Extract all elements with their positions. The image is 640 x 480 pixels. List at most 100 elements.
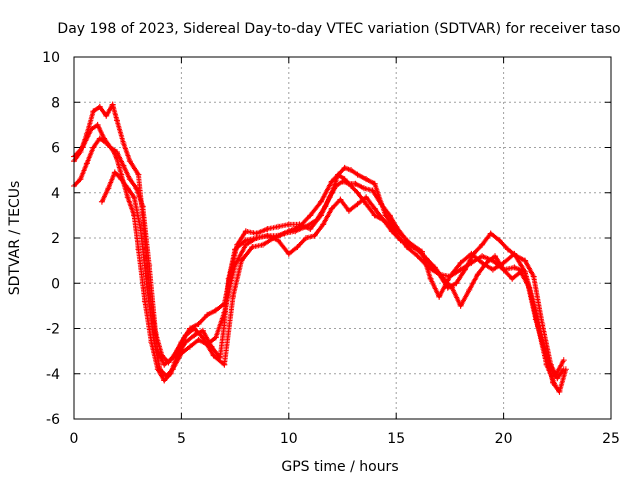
data-point (264, 225, 271, 232)
data-point (124, 185, 131, 192)
data-point (242, 241, 249, 248)
ticks (73, 56, 612, 420)
data-point (174, 348, 181, 355)
data-point (552, 382, 559, 389)
data-point (210, 352, 217, 359)
data-point (118, 176, 125, 183)
data-point (397, 237, 404, 244)
data-point (530, 273, 537, 280)
data-point (363, 194, 370, 201)
data-point (90, 108, 97, 115)
data-point (285, 250, 292, 257)
data-point (204, 311, 211, 318)
data-point (281, 230, 288, 237)
data-point (131, 194, 138, 201)
x-tick-label: 20 (495, 431, 513, 447)
data-point (414, 246, 421, 253)
data-point (534, 323, 541, 330)
data-point (436, 293, 443, 300)
data-point (221, 361, 228, 368)
data-point (468, 250, 475, 257)
data-point (414, 253, 421, 260)
data-point (483, 259, 490, 266)
data-point (371, 212, 378, 219)
data-point (77, 176, 84, 183)
x-tick-label: 25 (602, 431, 620, 447)
data-point (339, 178, 346, 185)
data-point (275, 237, 282, 244)
data-point (335, 171, 342, 178)
data-point (509, 275, 516, 282)
data-point (345, 180, 352, 187)
y-axis-label: SDTVAR / TECUs (7, 181, 23, 296)
data-point (98, 198, 105, 205)
data-point (83, 160, 90, 167)
data-point (96, 103, 103, 110)
data-point (133, 185, 140, 192)
data-point (139, 203, 146, 210)
data-point (126, 176, 133, 183)
data-point (260, 241, 267, 248)
data-point (427, 275, 434, 282)
data-point (496, 237, 503, 244)
data-point (526, 284, 533, 291)
x-tick-label: 0 (70, 431, 79, 447)
data-point (388, 228, 395, 235)
data-point (232, 262, 239, 269)
data-point (178, 350, 185, 357)
data-point (186, 343, 193, 350)
tick-labels: 0 5 10 15 20 25 -6 -4 -2 0 2 4 6 8 10 (42, 50, 620, 447)
data-point (360, 185, 367, 192)
data-point (489, 266, 496, 273)
data-point (539, 320, 546, 327)
data-point (393, 225, 400, 232)
data-point (354, 201, 361, 208)
data-points (71, 101, 569, 395)
series-trace-4 (98, 169, 559, 389)
data-point (380, 216, 387, 223)
data-point (212, 307, 219, 314)
data-point (311, 232, 318, 239)
data-point (221, 309, 228, 316)
data-point (94, 121, 101, 128)
data-point (199, 334, 206, 341)
data-point (126, 158, 133, 165)
data-point (90, 144, 97, 151)
data-point (113, 117, 120, 124)
data-point (195, 336, 202, 343)
y-tick-label: 6 (51, 141, 60, 157)
data-point (337, 196, 344, 203)
data-point (199, 327, 206, 334)
data-point (105, 185, 112, 192)
data-point (111, 169, 118, 176)
data-point (113, 149, 120, 156)
data-point (88, 126, 95, 133)
y-tick-label: -2 (46, 322, 60, 338)
data-point (556, 388, 563, 395)
data-point (292, 228, 299, 235)
data-point (511, 250, 518, 257)
data-point (150, 334, 157, 341)
data-point (522, 257, 529, 264)
data-point (479, 253, 486, 260)
data-point (307, 212, 314, 219)
data-point (144, 284, 151, 291)
data-point (369, 187, 376, 194)
data-point (363, 201, 370, 208)
y-tick-label: 8 (51, 95, 60, 111)
data-point (124, 194, 131, 201)
data-point (120, 162, 127, 169)
data-point (560, 357, 567, 364)
data-point (163, 373, 170, 380)
data-point (371, 205, 378, 212)
data-point (191, 332, 198, 339)
data-point (328, 205, 335, 212)
data-point (474, 271, 481, 278)
data-point (352, 180, 359, 187)
x-axis-label: GPS time / hours (281, 459, 398, 475)
data-point (165, 359, 172, 366)
data-point (204, 341, 211, 348)
data-point (161, 361, 168, 368)
data-point (135, 171, 142, 178)
data-point (296, 221, 303, 228)
